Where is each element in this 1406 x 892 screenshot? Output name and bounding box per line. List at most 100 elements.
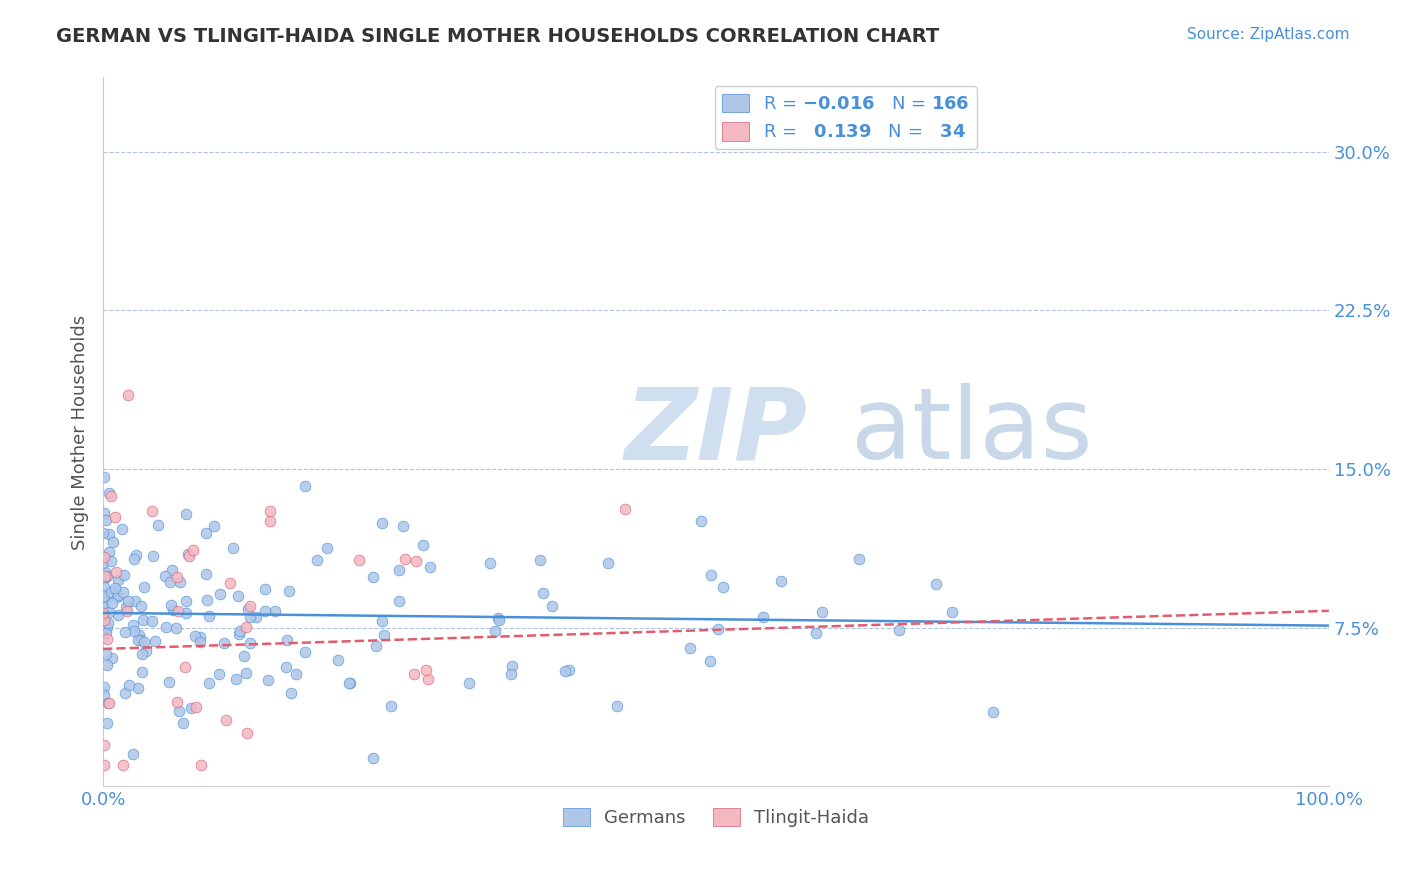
Point	[132, 581, 155, 595]
Point	[94, 565, 117, 579]
Point	[91, 526, 114, 541]
Point	[981, 705, 1004, 719]
Point	[118, 677, 141, 691]
Point	[239, 610, 262, 624]
Point	[98, 526, 121, 541]
Point	[235, 665, 257, 680]
Point	[614, 502, 637, 516]
Point	[699, 654, 721, 668]
Point	[91, 630, 114, 644]
Point	[121, 618, 143, 632]
Point	[105, 565, 128, 579]
Point	[100, 585, 122, 599]
Point	[264, 604, 287, 618]
Point	[122, 747, 145, 761]
Point	[285, 667, 308, 681]
Point	[96, 647, 118, 661]
Point	[127, 681, 149, 695]
Point	[188, 634, 211, 648]
Point	[160, 598, 183, 612]
Point	[93, 581, 115, 595]
Point	[131, 648, 153, 662]
Point	[169, 704, 191, 718]
Point	[392, 519, 415, 533]
Legend: Germans, Tlingit-Haida: Germans, Tlingit-Haida	[555, 800, 876, 834]
Point	[307, 552, 329, 566]
Text: atlas: atlas	[851, 384, 1092, 481]
Point	[141, 504, 163, 518]
Point	[107, 607, 129, 622]
Point	[104, 510, 127, 524]
Point	[93, 688, 115, 702]
Point	[198, 609, 221, 624]
Point	[235, 726, 257, 740]
Point	[347, 552, 370, 566]
Point	[848, 552, 870, 566]
Point	[131, 665, 153, 679]
Point	[554, 665, 576, 679]
Point	[361, 570, 384, 584]
Point	[706, 622, 728, 636]
Point	[93, 681, 115, 695]
Point	[236, 602, 259, 616]
Point	[172, 716, 194, 731]
Point	[769, 574, 792, 588]
Point	[254, 605, 277, 619]
Point	[388, 563, 411, 577]
Point	[105, 590, 128, 604]
Point	[176, 593, 198, 607]
Point	[328, 653, 350, 667]
Point	[202, 519, 225, 533]
Point	[114, 625, 136, 640]
Point	[93, 758, 115, 772]
Point	[479, 556, 502, 570]
Point	[226, 590, 249, 604]
Point	[166, 570, 188, 584]
Point	[194, 566, 217, 581]
Point	[143, 634, 166, 648]
Point	[132, 613, 155, 627]
Point	[94, 625, 117, 640]
Point	[558, 663, 581, 677]
Point	[100, 651, 122, 665]
Point	[100, 489, 122, 503]
Point	[129, 599, 152, 614]
Point	[239, 599, 262, 613]
Point	[190, 758, 212, 772]
Point	[278, 584, 301, 599]
Point	[259, 504, 281, 518]
Point	[94, 513, 117, 527]
Point	[128, 628, 150, 642]
Point	[142, 549, 165, 563]
Point	[111, 522, 134, 536]
Point	[115, 604, 138, 618]
Point	[100, 596, 122, 610]
Point	[96, 569, 118, 583]
Point	[98, 486, 121, 500]
Point	[91, 624, 114, 638]
Point	[166, 605, 188, 619]
Point	[218, 576, 240, 591]
Point	[96, 716, 118, 731]
Point	[180, 701, 202, 715]
Point	[188, 631, 211, 645]
Point	[208, 666, 231, 681]
Point	[294, 645, 316, 659]
Point	[212, 636, 235, 650]
Point	[233, 648, 256, 663]
Point	[117, 388, 139, 402]
Point	[125, 548, 148, 562]
Point	[177, 547, 200, 561]
Point	[146, 518, 169, 533]
Point	[107, 588, 129, 602]
Point	[415, 663, 437, 677]
Point	[111, 584, 134, 599]
Point	[159, 575, 181, 590]
Point	[541, 599, 564, 614]
Point	[98, 696, 121, 710]
Point	[169, 574, 191, 589]
Point	[93, 507, 115, 521]
Point	[700, 568, 723, 582]
Point	[122, 551, 145, 566]
Point	[195, 593, 218, 607]
